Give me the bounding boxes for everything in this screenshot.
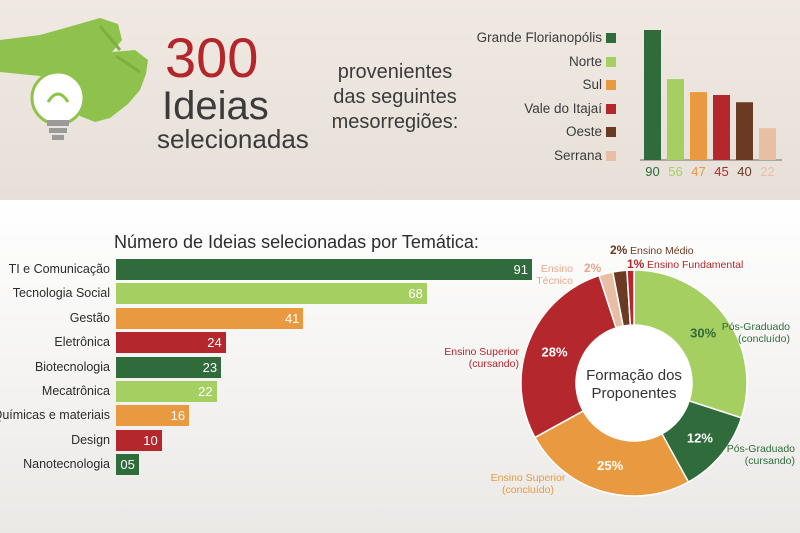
- regions-caption-line: das seguintes: [333, 86, 457, 108]
- donut-hole: [576, 325, 692, 441]
- donut-label: Ensino Superior: [444, 346, 519, 358]
- region-legend-swatch: [606, 150, 616, 161]
- regions-caption: provenientes das seguintes mesorregiões:: [325, 60, 465, 135]
- thematic-bar: [116, 454, 139, 476]
- region-bar-value: 45: [714, 164, 728, 179]
- region-legend-label: Grande Florianopólis: [476, 30, 602, 45]
- donut-label: Ensino Superior: [491, 472, 566, 484]
- donut-slice-pct: 28%: [541, 345, 567, 360]
- region-bar-value: 40: [737, 164, 751, 179]
- top-banner: [0, 0, 800, 200]
- donut-label: Técnico: [536, 275, 573, 287]
- region-legend-swatch: [606, 127, 616, 137]
- thematic-category-label: Design: [71, 432, 110, 447]
- region-bar: [759, 128, 776, 160]
- donut-slice-pct: 12%: [687, 430, 713, 445]
- donut-label: Pós-Graduado: [727, 443, 795, 455]
- region-legend-label: Sul: [582, 77, 602, 92]
- thematic-bar-value: 24: [207, 335, 222, 351]
- thematic-bar-value: 22: [198, 384, 213, 399]
- thematic-category-label: Nanotecnologia: [23, 457, 110, 472]
- region-legend-label: Serrana: [553, 147, 602, 163]
- region-bar-value: 22: [760, 164, 774, 179]
- region-bar-value: 90: [645, 164, 659, 179]
- region-bar-value: 56: [668, 164, 682, 179]
- thematic-bar: [116, 307, 304, 329]
- headline-ideias: Ideias: [162, 84, 269, 128]
- donut-label: Ensino Fundamental: [647, 259, 743, 271]
- donut-label: (cursando): [745, 455, 795, 467]
- thematic-bar-value: 16: [170, 408, 186, 424]
- region-legend-swatch: [606, 33, 616, 43]
- donut-label: (concluído): [502, 484, 554, 496]
- region-bar: [667, 79, 684, 160]
- thematic-bar-value: 23: [202, 359, 218, 375]
- big-number: 300: [165, 26, 259, 89]
- donut-center-label: Formação dos: [586, 367, 682, 384]
- region-bar: [690, 92, 707, 160]
- thematic-bar-value: 10: [143, 432, 158, 448]
- thematic-bar-value: 68: [408, 286, 423, 302]
- thematic-bar-value: 05: [120, 457, 135, 473]
- thematic-bar-value: 41: [284, 310, 300, 326]
- thematic-category-label: Tecnologia Social: [12, 286, 110, 301]
- thematic-bar: [116, 356, 222, 378]
- thematic-bar: [116, 429, 162, 451]
- thematic-bar: [116, 381, 217, 402]
- region-legend-swatch: [606, 103, 616, 114]
- region-bar: [713, 95, 730, 160]
- donut-center-label: Proponentes: [591, 385, 676, 402]
- donut-label: (concluído): [738, 333, 790, 345]
- regions-caption-line: provenientes: [337, 61, 453, 83]
- donut-slice: [533, 409, 690, 497]
- region-legend-label: Oeste: [565, 124, 602, 139]
- thematic-category-label: TI e Comunicação: [8, 262, 110, 276]
- donut-slice-pct: 25%: [597, 458, 623, 473]
- thematic-category-label: Biotecnologia: [34, 359, 110, 374]
- headline-selecionadas: selecionadas: [157, 124, 309, 154]
- donut-label: (cursando): [469, 358, 519, 370]
- region-legend-swatch: [606, 56, 616, 67]
- donut-slice-pct: 30%: [690, 326, 716, 341]
- donut-label: Pós-Graduado: [722, 321, 790, 333]
- thematic-chart-title: Número de Ideias selecionadas por Temáti…: [114, 232, 479, 252]
- thematic-bar: [116, 405, 190, 427]
- thematic-bar: [116, 332, 226, 354]
- donut-slice-pct: 2%: [584, 261, 602, 275]
- region-bar: [736, 102, 753, 160]
- thematic-category-label: Gestão: [69, 310, 110, 325]
- thematic-category-label: Eletrônica: [54, 335, 110, 350]
- region-legend-swatch: [606, 80, 616, 90]
- region-bar: [644, 30, 661, 160]
- thematic-category-label: Químicas e materiais: [0, 408, 110, 423]
- region-legend-label: Norte: [568, 53, 602, 69]
- region-bar-value: 47: [691, 164, 705, 179]
- donut-label: Ensino: [541, 263, 573, 275]
- thematic-category-label: Mecatrônica: [41, 384, 110, 398]
- donut-slice-pct: 2%: [610, 243, 628, 257]
- thematic-bar-value: 91: [513, 262, 528, 277]
- regions-caption-line: mesorregiões:: [331, 111, 459, 133]
- donut-label: Ensino Médio: [630, 245, 694, 257]
- thematic-bar: [116, 283, 427, 305]
- thematic-bar: [116, 259, 532, 280]
- region-legend-label: Vale do Itajaí: [524, 100, 602, 116]
- donut-slice-pct: 1%: [627, 257, 645, 271]
